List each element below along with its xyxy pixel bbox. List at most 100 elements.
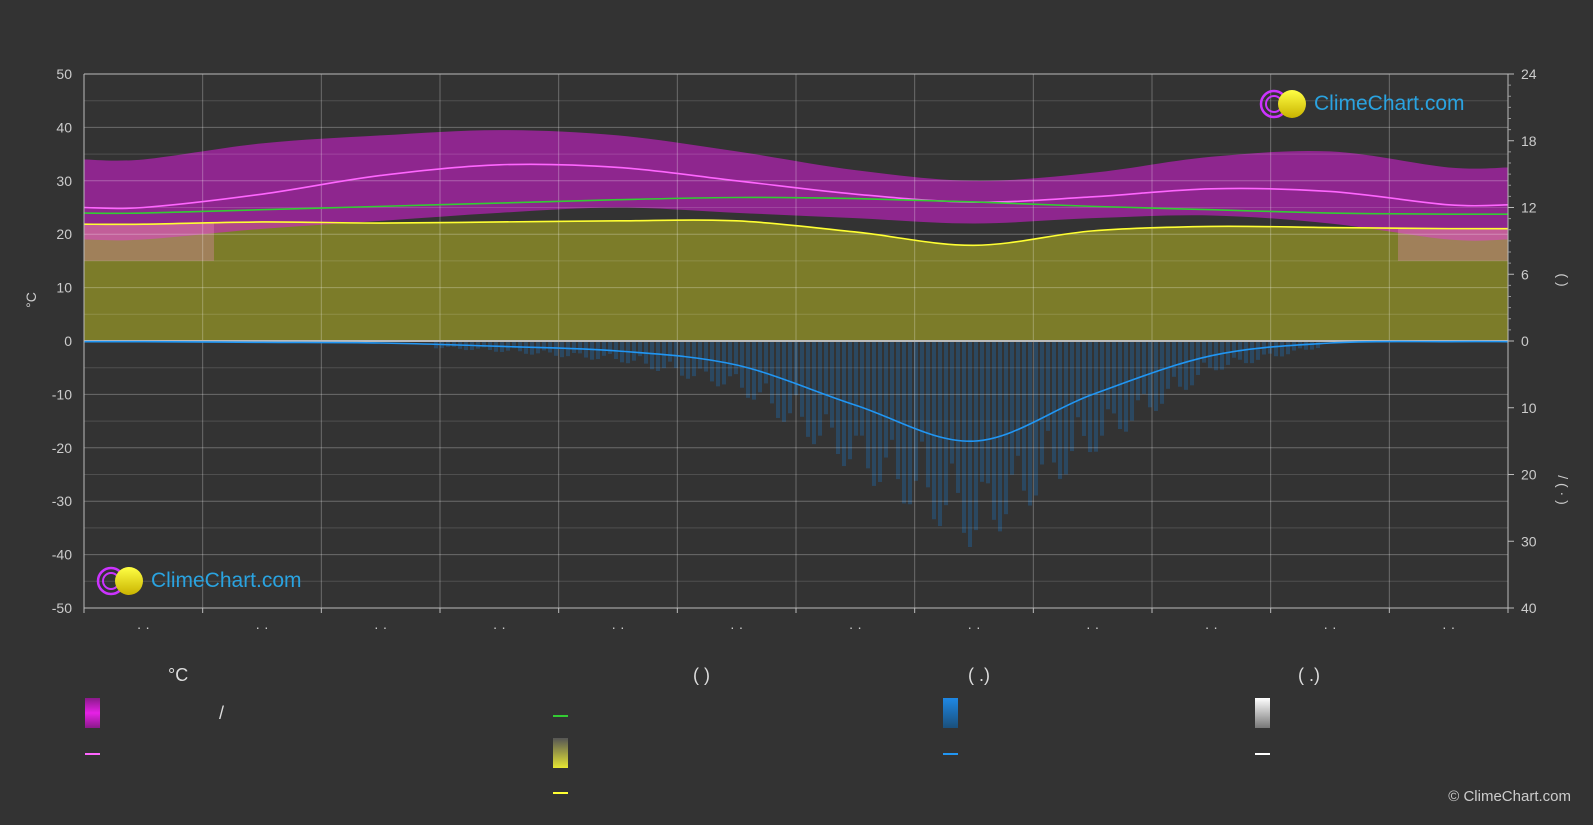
precipitation-bar — [590, 341, 594, 360]
precipitation-bar — [1310, 341, 1314, 350]
precipitation-bar — [950, 341, 954, 464]
precipitation-bar — [740, 341, 744, 388]
precipitation-bar — [1058, 341, 1062, 479]
precipitation-bar — [896, 341, 900, 480]
precipitation-bar — [1232, 341, 1236, 358]
x-tick-label: · · — [1442, 619, 1455, 635]
y-right-tick-label: 6 — [1521, 266, 1529, 282]
x-tick-label: · · — [1086, 619, 1099, 635]
logo-icon — [96, 566, 143, 596]
precipitation-bar — [632, 341, 636, 361]
precipitation-bar — [1220, 341, 1224, 370]
precipitation-bar — [644, 341, 648, 364]
precipitation-bar — [1052, 341, 1056, 463]
y-right-tick-label: 20 — [1521, 467, 1537, 483]
precipitation-bar — [1124, 341, 1128, 432]
y-right-tick-label: 0 — [1521, 333, 1529, 349]
precipitation-bar — [1142, 341, 1146, 395]
precipitation-bar — [908, 341, 912, 505]
precipitation-bar — [542, 341, 546, 351]
watermark-bottom: ClimeChart.com — [95, 565, 302, 597]
legend-swatch-snow-band — [1255, 698, 1270, 728]
y-left-tick-label: -20 — [52, 440, 72, 456]
precipitation-bar — [668, 341, 672, 362]
precipitation-bar — [560, 341, 564, 358]
precipitation-bar — [704, 341, 708, 372]
y-right-tick-label: 30 — [1521, 533, 1537, 549]
precipitation-bar — [812, 341, 816, 445]
y-right-tick-label: 12 — [1521, 200, 1537, 216]
temperature-band-low-right — [1398, 228, 1508, 261]
x-tick-label: · · — [730, 619, 743, 635]
precipitation-bar — [836, 341, 840, 455]
precipitation-bar — [914, 341, 918, 481]
series-line — [83, 219, 1509, 247]
precipitation-bar — [482, 341, 486, 348]
y-right-tick-label: 10 — [1521, 400, 1537, 416]
precipitation-bar — [1160, 341, 1164, 404]
precipitation-bar — [1094, 341, 1098, 452]
precipitation-bar — [692, 341, 696, 377]
precipitation-bar — [986, 341, 990, 484]
legend-swatch-sunshine-band — [553, 738, 568, 768]
x-tick-label: · · — [137, 619, 150, 635]
logo-icon — [1259, 89, 1306, 119]
legend-heading-snow: ( .) — [1298, 665, 1320, 685]
precipitation-bar — [944, 341, 948, 506]
precipitation-bar — [698, 341, 702, 369]
y-right-bottom-label: / ( · ) — [1555, 475, 1571, 505]
precipitation-bar — [974, 341, 978, 531]
x-tick-label: · · — [611, 619, 624, 635]
y-left-tick-label: -40 — [52, 547, 72, 563]
precipitation-bar — [1190, 341, 1194, 386]
x-tick-label: · · — [967, 619, 980, 635]
y-left-tick-label: 50 — [56, 66, 72, 82]
y-right-tick-label: 24 — [1521, 66, 1537, 82]
precipitation-bar — [956, 341, 960, 493]
precipitation-bar — [1286, 341, 1290, 355]
y-right-tick-label: 40 — [1521, 600, 1537, 616]
precipitation-bar — [1184, 341, 1188, 390]
precipitation-bar — [992, 341, 996, 520]
series-line — [83, 163, 1509, 210]
precipitation-bar — [1172, 341, 1176, 377]
axes: 50 40 30 20 10 0 -10 -20 -30 -40 -50 24 18 12 6 0 10 20 30… — [52, 66, 1537, 635]
y-right-tick-label: 18 — [1521, 133, 1537, 149]
legend-swatch-rain-line — [943, 753, 958, 755]
precipitation-bar — [1022, 341, 1026, 491]
precipitation-bar — [854, 341, 858, 436]
x-tick-label: · · — [1205, 619, 1218, 635]
precipitation-bar — [782, 341, 786, 422]
precipitation-bar — [1250, 341, 1254, 364]
y-left-tick-label: -10 — [52, 386, 72, 402]
x-tick-label: · · — [374, 619, 387, 635]
precipitation-bar — [638, 341, 642, 357]
precipitation-bar — [902, 341, 906, 504]
precipitation-bar — [920, 341, 924, 442]
precipitation-bar — [860, 341, 864, 436]
precipitation-bar — [518, 341, 522, 352]
x-tick-label: · · — [849, 619, 862, 635]
precipitation-bar — [614, 341, 618, 359]
y-left-tick-label: 20 — [56, 226, 72, 242]
precipitation-bar — [776, 341, 780, 418]
series-line — [83, 340, 1509, 442]
series-lines — [83, 163, 1509, 442]
precipitation-bar — [1016, 341, 1020, 456]
y-left-tick-label: 30 — [56, 173, 72, 189]
x-tick-label: · · — [255, 619, 268, 635]
precipitation-bar — [1136, 341, 1140, 401]
precipitation-bar — [1154, 341, 1158, 411]
grid — [84, 73, 1508, 609]
precipitation-bar — [842, 341, 846, 467]
precipitation-bar — [602, 341, 606, 356]
precipitation-bar — [1214, 341, 1218, 371]
precipitation-bar — [1196, 341, 1200, 375]
y-left-label: °C — [23, 292, 39, 308]
precipitation-bar — [1316, 341, 1320, 349]
temperature-band — [84, 130, 1508, 241]
x-tick-label: · · — [493, 619, 506, 635]
precipitation-bar — [884, 341, 888, 458]
precipitation-bar — [512, 341, 516, 349]
precipitation-bar — [1034, 341, 1038, 496]
